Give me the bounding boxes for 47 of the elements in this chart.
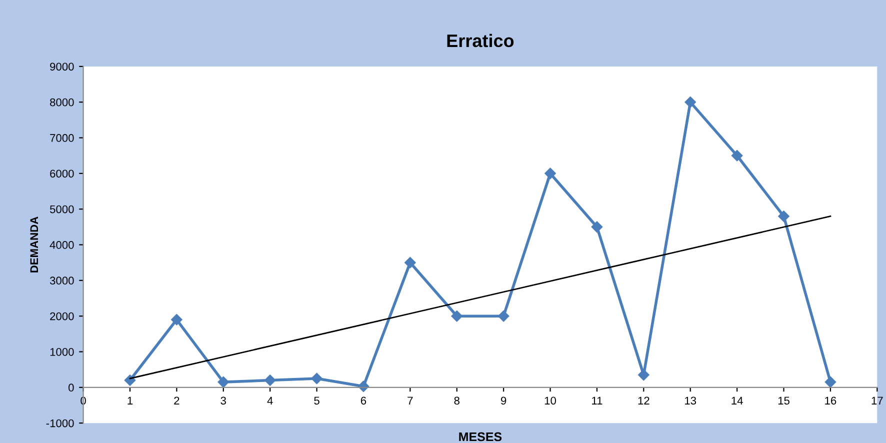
point [218, 376, 229, 388]
x-tick-label: 5 [314, 396, 320, 405]
x-tick-label: 4 [267, 396, 273, 404]
x-tick-label: 17 [872, 396, 883, 404]
point [544, 168, 556, 180]
chart-title: Erratico [447, 34, 514, 48]
y-tick-label: 0 [68, 384, 74, 392]
x-tick-label: 16 [825, 396, 836, 405]
x-tick-label: 1 [128, 396, 133, 404]
x-tick-label: 0 [80, 396, 86, 405]
point [731, 150, 743, 162]
y-axis-title: DEMANDA [30, 216, 38, 272]
x-axis-title: MESES [459, 432, 502, 442]
point [498, 310, 510, 322]
x-tick-label: 13 [685, 396, 696, 405]
y-tick-label: 7000 [50, 134, 74, 142]
y-tick-label: 6000 [50, 170, 74, 178]
point [824, 376, 836, 388]
point [264, 374, 276, 386]
x-tick-label: 9 [500, 396, 506, 405]
x-tick-label: 11 [592, 396, 602, 404]
x-tick-label: 15 [778, 396, 790, 405]
x-tick-label: 14 [732, 396, 743, 404]
point [778, 210, 790, 222]
point [311, 372, 322, 384]
point [451, 310, 462, 322]
point [358, 380, 370, 392]
point [124, 374, 136, 386]
x-tick-label: 7 [408, 396, 413, 404]
point [591, 221, 603, 233]
y-tick-label: 4000 [50, 241, 74, 249]
y-tick-label: 9000 [50, 62, 74, 71]
y-tick-label: 5000 [50, 205, 74, 214]
point [404, 256, 416, 268]
x-tick-label: 8 [454, 396, 460, 405]
point [684, 96, 696, 108]
x-tick-label: 6 [360, 396, 366, 405]
y-tick-label: 8000 [50, 98, 74, 106]
y-tick-label: -1000 [46, 419, 74, 428]
point [171, 314, 182, 326]
y-tick-label: 3000 [50, 276, 74, 285]
y-tick-label: 1000 [50, 348, 74, 356]
x-tick-label: 12 [638, 396, 650, 404]
y-tick-label: 2000 [50, 312, 74, 320]
x-tick-label: 2 [174, 396, 180, 404]
x-tick-label: 10 [544, 396, 556, 405]
x-tick-label: 3 [220, 396, 226, 405]
